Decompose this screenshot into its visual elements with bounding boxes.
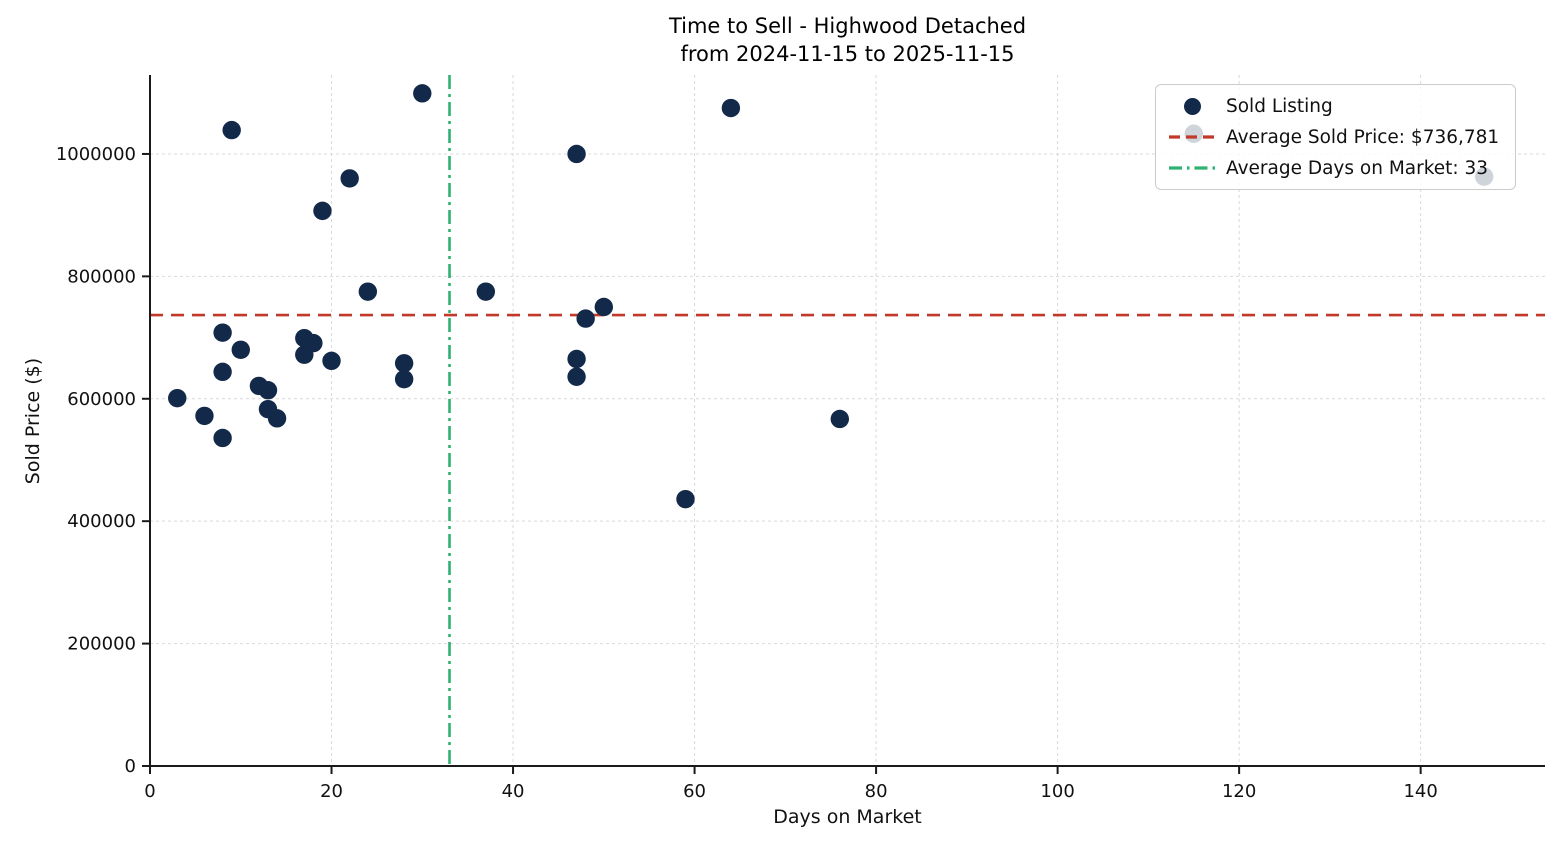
scatter-point <box>567 367 586 386</box>
y-tick-label: 1000000 <box>56 144 136 165</box>
chart-title: Time to Sell - Highwood Detached from 20… <box>150 12 1545 68</box>
legend: Sold Listing Average Sold Price: $736,78… <box>1155 84 1517 190</box>
scatter-point <box>322 351 341 371</box>
scatter-point <box>394 354 414 373</box>
x-tick-label: 20 <box>320 781 343 802</box>
y-tick-label: 200000 <box>67 634 136 655</box>
scatter-point <box>594 297 614 317</box>
y-tick-label: 800000 <box>67 266 136 287</box>
scatter-point <box>413 84 432 103</box>
scatter-point <box>195 406 214 426</box>
x-tick-label: 120 <box>1222 781 1256 802</box>
y-axis-label: Sold Price ($) <box>22 357 44 485</box>
x-tick-label: 80 <box>865 781 888 802</box>
legend-label-average-sold-price: Average Sold Price: $736,781 <box>1226 126 1500 148</box>
scatter-point <box>358 282 378 301</box>
chart-title-line2: from 2024-11-15 to 2025-11-15 <box>680 42 1015 66</box>
avg-price-dashed-line-icon <box>1166 133 1218 141</box>
y-tick-label: 0 <box>125 756 136 777</box>
legend-item-sold-listing: Sold Listing <box>1166 93 1499 119</box>
scatter-point <box>476 282 496 301</box>
x-tick-label: 0 <box>144 781 155 802</box>
scatter-point <box>267 409 287 428</box>
x-tick-label: 40 <box>502 781 525 802</box>
x-tick-label: 60 <box>683 781 706 802</box>
scatter-point <box>222 120 241 140</box>
scatter-point <box>304 333 323 353</box>
y-tick-label: 600000 <box>67 389 136 410</box>
scatter-point <box>213 428 232 448</box>
scatter-point <box>213 362 232 382</box>
scatter-point <box>394 369 414 389</box>
legend-label-sold-listing: Sold Listing <box>1226 95 1333 117</box>
scatter-point <box>576 309 595 328</box>
legend-item-average-days-on-market: Average Days on Market: 33 <box>1166 155 1499 181</box>
scatter-point <box>567 144 586 164</box>
scatter-point <box>313 201 332 221</box>
y-tick-label: 400000 <box>67 511 136 532</box>
scatter-point <box>258 381 278 400</box>
scatter-point <box>567 349 586 369</box>
sold-listing-marker-icon <box>1166 97 1218 115</box>
x-axis-label: Days on Market <box>773 806 922 828</box>
scatter-point <box>340 169 359 188</box>
scatter-point <box>676 489 695 509</box>
x-tick-label: 100 <box>1040 781 1074 802</box>
x-tick-label: 140 <box>1403 781 1437 802</box>
scatter-point <box>830 409 849 429</box>
scatter-point <box>231 340 250 360</box>
chart-title-line1: Time to Sell - Highwood Detached <box>668 14 1027 38</box>
legend-label-average-days-on-market: Average Days on Market: 33 <box>1226 157 1489 179</box>
scatter-point <box>168 388 187 408</box>
avg-dom-dashdot-line-icon <box>1166 164 1218 172</box>
legend-item-average-sold-price: Average Sold Price: $736,781 <box>1166 124 1499 150</box>
scatter-point <box>213 323 232 342</box>
scatter-point <box>721 98 741 118</box>
